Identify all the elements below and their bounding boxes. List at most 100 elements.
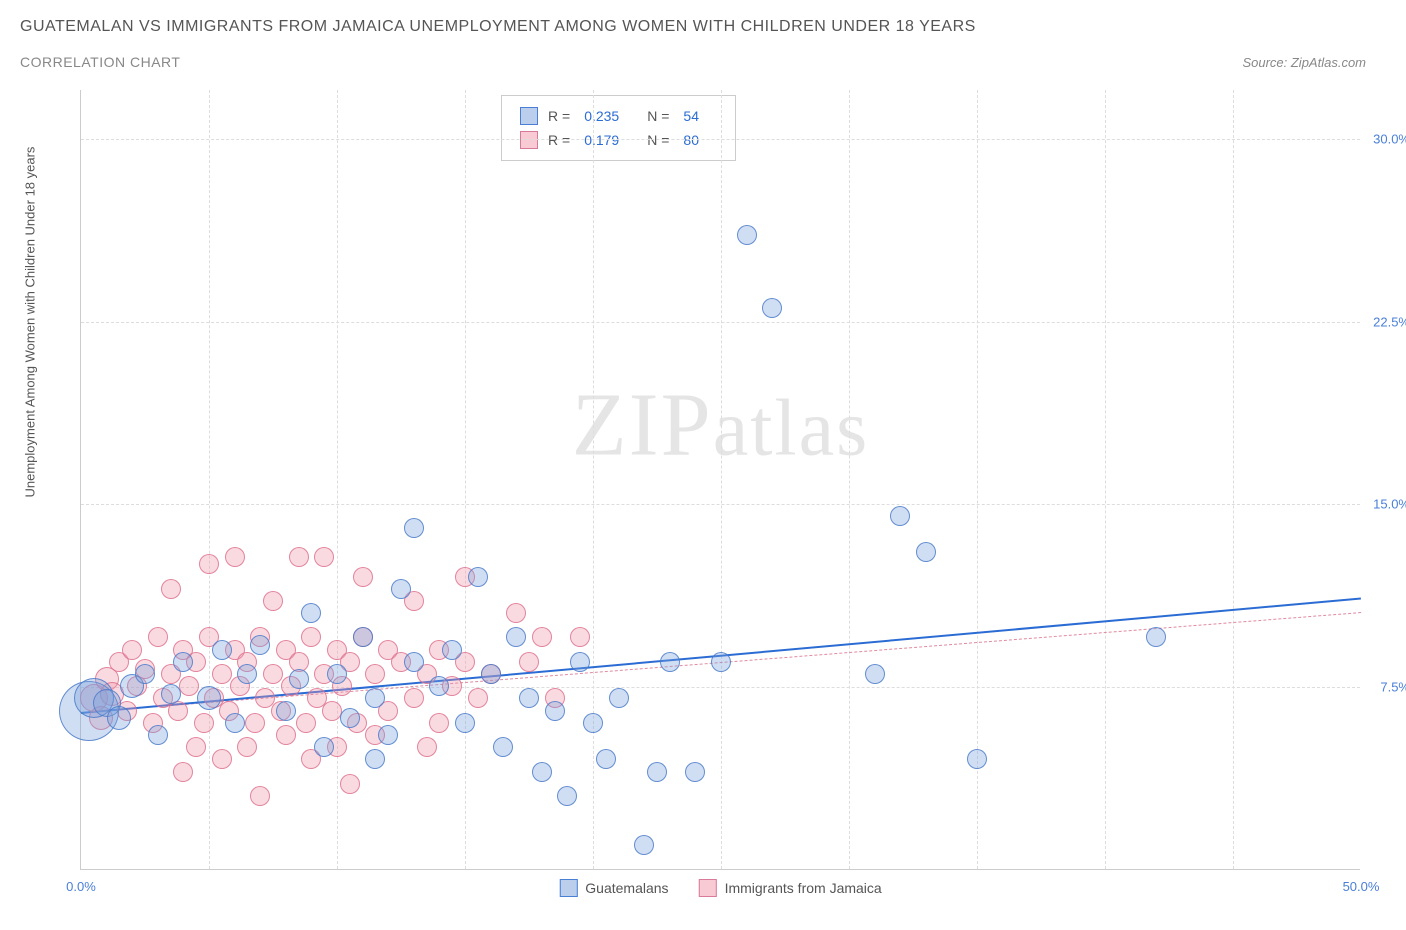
legend-swatch-blue-icon [559,879,577,897]
n-value-1: 54 [683,104,699,128]
data-point [506,603,526,623]
data-point [493,737,513,757]
data-point [263,591,283,611]
data-point [583,713,603,733]
data-point [276,725,296,745]
stats-row-1: R = 0.235 N = 54 [520,104,717,128]
data-point [865,664,885,684]
data-point [340,708,360,728]
legend-item-1: Guatemalans [559,879,668,897]
legend: Guatemalans Immigrants from Jamaica [559,879,881,897]
data-point [967,749,987,769]
data-point [199,554,219,574]
data-point [557,786,577,806]
data-point [314,737,334,757]
y-tick-label: 22.5% [1373,314,1406,329]
data-point [545,701,565,721]
y-axis-label: Unemployment Among Women with Children U… [23,147,38,498]
data-point [596,749,616,769]
r-value-1: 0.235 [584,104,619,128]
data-point [250,635,270,655]
chart-title: GUATEMALAN VS IMMIGRANTS FROM JAMAICA UN… [20,18,1386,36]
grid-line-v [849,90,850,869]
n-value-2: 80 [683,128,699,152]
data-point [168,701,188,721]
data-point [212,749,232,769]
data-point [365,688,385,708]
data-point [353,627,373,647]
grid-line-v [721,90,722,869]
data-point [314,547,334,567]
data-point [468,567,488,587]
data-point [327,664,347,684]
data-point [194,713,214,733]
data-point [212,640,232,660]
chart-subtitle: CORRELATION CHART [20,54,180,70]
y-tick-label: 30.0% [1373,131,1406,146]
data-point [737,225,757,245]
data-point [519,688,539,708]
data-point [365,664,385,684]
data-point [161,579,181,599]
legend-label-2: Immigrants from Jamaica [725,880,882,896]
data-point [429,676,449,696]
n-label: N = [647,104,669,128]
legend-swatch-pink-icon [699,879,717,897]
x-tick-label: 50.0% [1343,879,1380,894]
data-point [301,627,321,647]
plot-area: ZIPatlas R = 0.235 N = 54 R = 0.179 N = … [80,90,1360,870]
data-point [660,652,680,672]
data-point [148,725,168,745]
data-point [161,684,181,704]
legend-label-1: Guatemalans [585,880,668,896]
data-point [225,547,245,567]
data-point [301,603,321,623]
source-attribution: Source: ZipAtlas.com [1242,55,1366,70]
data-point [391,579,411,599]
legend-item-2: Immigrants from Jamaica [699,879,882,897]
data-point [237,737,257,757]
data-point [107,706,131,730]
data-point [179,676,199,696]
data-point [212,664,232,684]
data-point [609,688,629,708]
x-tick-label: 0.0% [66,879,96,894]
data-point [296,713,316,733]
data-point [519,652,539,672]
swatch-blue-icon [520,107,538,125]
r-label-2: R = [548,128,570,152]
grid-line-v [209,90,210,869]
chart-container: Unemployment Among Women with Children U… [50,90,1390,910]
data-point [916,542,936,562]
r-label: R = [548,104,570,128]
data-point [429,713,449,733]
data-point [173,762,193,782]
data-point [263,664,283,684]
grid-line-v [465,90,466,869]
n-label-2: N = [647,128,669,152]
data-point [289,669,309,689]
data-point [122,640,142,660]
data-point [353,567,373,587]
data-point [186,737,206,757]
data-point [245,713,265,733]
data-point [442,640,462,660]
swatch-pink-icon [520,131,538,149]
data-point [506,627,526,647]
data-point [148,627,168,647]
stats-row-2: R = 0.179 N = 80 [520,128,717,152]
stats-box: R = 0.235 N = 54 R = 0.179 N = 80 [501,95,736,161]
data-point [276,701,296,721]
grid-line-v [1233,90,1234,869]
data-point [570,627,590,647]
data-point [685,762,705,782]
data-point [378,725,398,745]
grid-line-v [1105,90,1106,869]
data-point [135,664,155,684]
data-point [634,835,654,855]
data-point [250,786,270,806]
data-point [468,688,488,708]
data-point [762,298,782,318]
data-point [481,664,501,684]
data-point [455,713,475,733]
